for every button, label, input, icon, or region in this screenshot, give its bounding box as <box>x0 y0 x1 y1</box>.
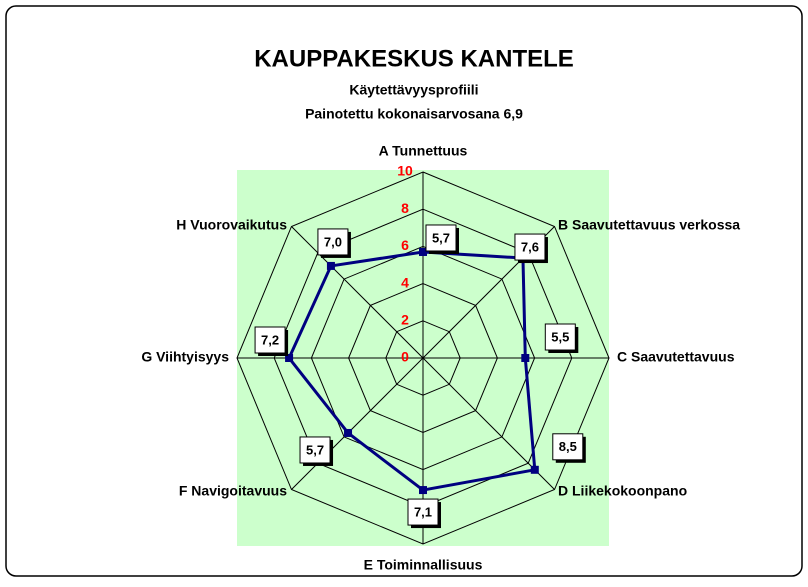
axis-line <box>291 357 424 490</box>
category-label: A Tunnettuus <box>379 143 468 159</box>
data-label: 5,5 <box>551 329 569 344</box>
label-box <box>552 433 584 461</box>
data-label: 7,0 <box>324 234 342 249</box>
chart-subtitle: Painotettu kokonaisarvosana 6,9 <box>305 106 523 122</box>
label-box <box>254 326 286 354</box>
data-label: 7,2 <box>261 332 279 347</box>
axis-line <box>291 226 424 359</box>
label-box <box>425 224 457 252</box>
category-label: B Saavutettavuus verkossa <box>558 217 740 233</box>
data-label: 8,5 <box>559 439 577 454</box>
data-point <box>326 261 335 270</box>
y-tick-label: 8 <box>401 200 409 216</box>
category-label: H Vuorovaikutus <box>176 217 287 233</box>
y-tick-label: 4 <box>401 274 409 290</box>
label-box <box>317 228 349 256</box>
chart-subtitle: Käytettävyysprofiili <box>349 82 478 98</box>
y-tick-label: 0 <box>401 349 409 365</box>
label-box <box>407 498 439 526</box>
data-point <box>530 465 539 474</box>
category-label: D Liikekokoonpano <box>558 483 687 499</box>
y-tick-label: 6 <box>401 237 409 253</box>
data-label: 5,7 <box>432 230 450 245</box>
data-point <box>521 354 530 362</box>
category-label: F Navigoitavuus <box>179 483 287 499</box>
label-box <box>514 233 546 261</box>
data-label: 7,1 <box>414 504 432 519</box>
data-label: 7,6 <box>521 239 539 254</box>
data-label: 5,7 <box>306 442 324 457</box>
data-point <box>285 354 294 362</box>
data-point <box>419 486 427 495</box>
y-tick-label: 10 <box>397 163 413 179</box>
data-point <box>419 247 427 256</box>
y-tick-label: 2 <box>401 312 409 328</box>
label-box <box>299 436 331 464</box>
category-label: C Saavutettavuus <box>617 349 735 365</box>
category-label: E Toiminnallisuus <box>364 557 483 573</box>
chart-title: KAUPPAKESKUS KANTELE <box>254 45 574 72</box>
label-box <box>544 323 576 351</box>
data-point <box>344 428 353 437</box>
category-label: G Viihtyisyys <box>141 349 229 365</box>
